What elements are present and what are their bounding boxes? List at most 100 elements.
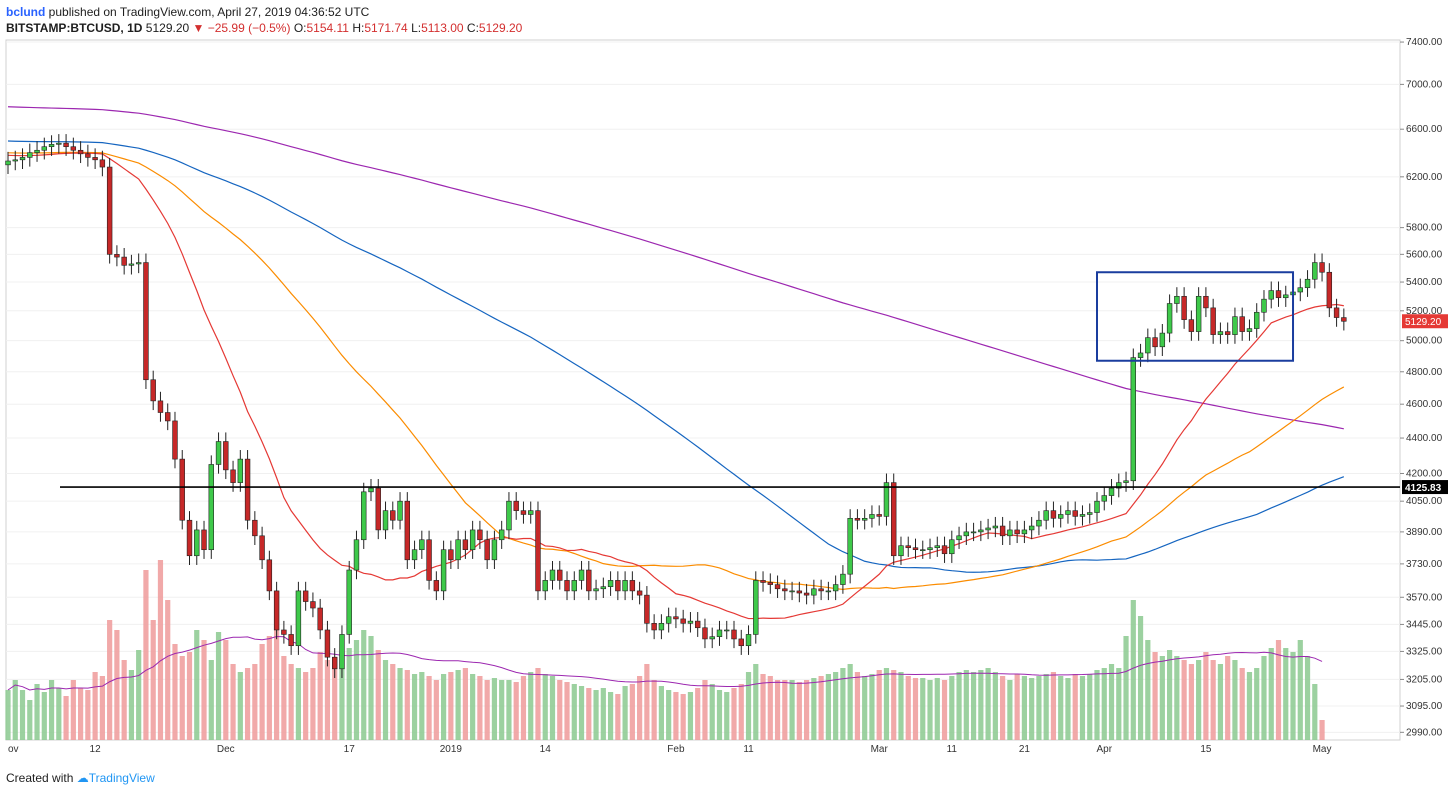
volume-bar: [259, 644, 265, 740]
footer: Created with ☁TradingView: [6, 770, 155, 786]
candle-up: [498, 529, 505, 541]
candle-up: [1145, 337, 1151, 354]
candle-down: [281, 629, 287, 635]
volume-bar: [85, 690, 91, 740]
volume-bar: [1029, 678, 1035, 740]
candle-up: [1108, 487, 1115, 496]
volume-bar: [963, 670, 969, 740]
volume-bar: [433, 680, 439, 740]
volume-bar: [1304, 656, 1311, 740]
volume-bar: [673, 692, 679, 740]
close-label: C:: [466, 21, 479, 35]
volume-bar: [905, 676, 911, 740]
y-tick-label: 3730.00: [1406, 559, 1443, 570]
candle-up: [491, 539, 498, 561]
volume-bar: [666, 690, 672, 740]
candle-up: [970, 531, 977, 534]
volume-bar: [1239, 668, 1245, 740]
volume-bar: [869, 674, 875, 740]
volume-bar: [760, 674, 766, 740]
candle-down: [803, 592, 810, 596]
volume-bar: [92, 672, 98, 740]
x-tick-label: Dec: [217, 744, 235, 755]
candle-down: [331, 656, 338, 670]
volume-bar: [862, 676, 868, 740]
candle-down: [1210, 307, 1216, 335]
volume-bar: [63, 696, 69, 740]
candle-down: [317, 607, 323, 631]
candle-down: [70, 146, 77, 151]
volume-bar: [121, 660, 127, 740]
volume-bar: [56, 688, 62, 740]
volume-bar: [1210, 660, 1216, 740]
candle-down: [375, 487, 381, 531]
last-price-tag: [1402, 314, 1448, 329]
volume-bar: [1217, 664, 1224, 740]
candle-up: [411, 549, 418, 561]
y-tick-label: 2990.00: [1406, 727, 1443, 738]
candle-down: [302, 590, 309, 602]
volume-bar: [353, 640, 360, 740]
candle-up: [811, 588, 817, 596]
candle-up: [128, 263, 135, 266]
y-tick-label: 3570.00: [1406, 592, 1443, 603]
author-link[interactable]: bclund: [6, 5, 46, 19]
ma-100-line: [7, 140, 1345, 573]
candle-up: [658, 623, 665, 631]
volume-bar: [19, 690, 26, 740]
volume-bar: [941, 680, 948, 740]
tradingview-brand[interactable]: TradingView: [88, 771, 155, 785]
last-price-label: 5129.20: [1405, 317, 1442, 328]
x-tick-label: 14: [540, 744, 552, 755]
candle-up: [963, 531, 970, 537]
candle-down: [818, 588, 824, 592]
candle-up: [41, 146, 48, 151]
candle-up: [724, 629, 730, 632]
candle-down: [636, 590, 643, 596]
candle-up: [847, 518, 853, 575]
volume-bar: [956, 672, 962, 740]
volume-bar: [1094, 670, 1100, 740]
candle-down: [673, 616, 679, 620]
candle-up: [1217, 331, 1224, 335]
ma-50-line: [7, 151, 1345, 590]
volume-bar: [462, 668, 468, 740]
price-change: ▼ −25.99 (−0.5%): [192, 21, 291, 35]
candle-up: [12, 159, 18, 162]
volume-bar: [1152, 652, 1158, 740]
volume-bar: [789, 680, 795, 740]
candle-up: [1116, 482, 1122, 489]
x-tick-label: Feb: [667, 744, 685, 755]
candle-down: [694, 620, 701, 629]
candle-up: [709, 636, 715, 640]
consolidation-box[interactable]: [1096, 271, 1295, 362]
candle-down: [941, 545, 948, 555]
tradingview-logo-icon: ☁: [76, 771, 89, 785]
volume-bar: [1065, 678, 1071, 740]
volume-bar: [223, 640, 229, 740]
candle-up: [1246, 328, 1253, 332]
candle-up: [237, 458, 244, 483]
y-tick-label: 5400.00: [1406, 277, 1443, 288]
candle-up: [745, 634, 752, 647]
candle-up: [419, 539, 425, 551]
volume-bar: [1254, 668, 1260, 740]
volume-bar: [1275, 640, 1282, 740]
volume-bar: [731, 688, 737, 740]
volume-bar: [985, 668, 991, 740]
candle-down: [390, 510, 396, 521]
volume-bar: [1268, 648, 1274, 740]
candle-down: [586, 569, 592, 592]
candle-down: [1014, 529, 1020, 535]
candle-up: [1130, 357, 1137, 482]
candle-up: [753, 580, 759, 635]
candle-down: [92, 157, 98, 161]
volume-bar: [1123, 636, 1129, 740]
volume-bar: [1225, 656, 1231, 740]
candle-down: [223, 441, 229, 471]
volume-bar: [1290, 652, 1296, 740]
candle-up: [549, 569, 556, 581]
candle-up: [1007, 529, 1013, 537]
candle-down: [513, 500, 519, 511]
